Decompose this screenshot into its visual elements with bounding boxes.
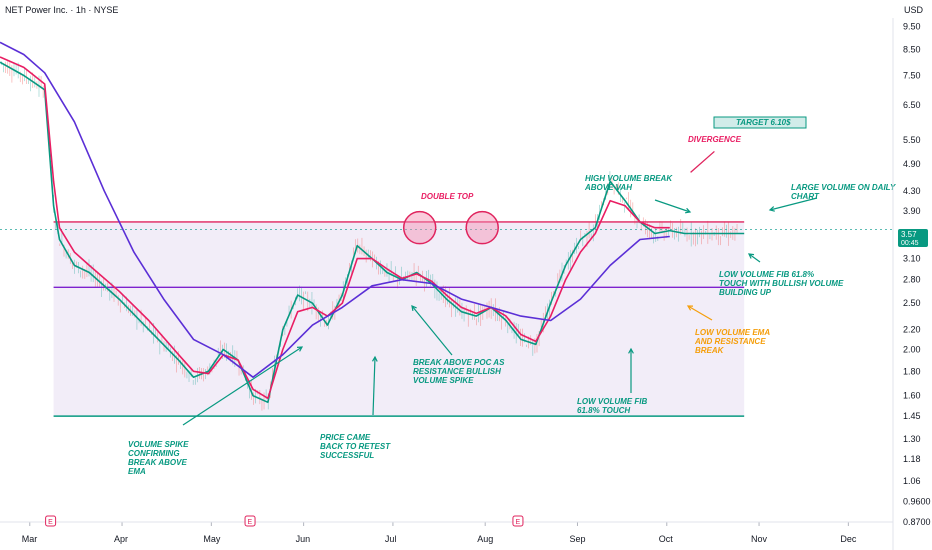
- target-box: [713, 116, 807, 129]
- bar-countdown: 00:45: [901, 240, 919, 247]
- last-price-value: 3.57: [901, 230, 917, 239]
- y-tick-label: 7.50: [903, 71, 921, 81]
- x-axis[interactable]: Mar Apr May Jun Jul Aug Sep Oct Nov Dec E E E: [0, 515, 893, 544]
- y-tick-label: 2.50: [903, 298, 921, 308]
- x-tick-label: May: [203, 534, 221, 544]
- x-tick-label: Mar: [22, 534, 38, 544]
- volume-spike-annotation: BREAK ABOVE: [128, 458, 187, 467]
- low-volume-fib-annotation: LOW VOLUME FIB: [577, 397, 647, 406]
- series-layer: [0, 41, 745, 404]
- volume-spike-annotation: CONFIRMING: [128, 449, 180, 458]
- currency-label: USD: [904, 5, 924, 15]
- poc-break-arrow: [411, 305, 453, 356]
- y-tick-label: 1.30: [903, 434, 921, 444]
- trading-range-zone: [53, 221, 745, 417]
- double-top-annotation: DOUBLE TOP: [421, 192, 474, 201]
- ema-break-arrow: [686, 305, 713, 321]
- x-tick-label: Sep: [569, 534, 585, 544]
- candles-layer: [1, 60, 738, 411]
- annotation-shapes-layer: [182, 150, 818, 426]
- low-volume-fib-annotation: 61.8% TOUCH: [577, 406, 630, 415]
- break-above-poc-annotation: RESISTANCE BULLISH: [413, 367, 501, 376]
- chart-title: NET Power Inc. · 1h · NYSE: [5, 5, 118, 15]
- y-tick-label: 1.60: [903, 391, 921, 401]
- break-above-poc-annotation: VOLUME SPIKE: [413, 376, 474, 385]
- vah-break-arrow: [654, 199, 692, 214]
- range-zone-layer: [53, 221, 745, 417]
- svg-text:E: E: [48, 519, 53, 526]
- double-top-circle: [465, 210, 499, 245]
- large-volume-arrow: [768, 197, 818, 212]
- y-tick-label: 4.90: [903, 159, 921, 169]
- last-price-badge: 3.57 00:45: [898, 229, 928, 247]
- x-tick-label: Jun: [296, 534, 311, 544]
- large-volume-annotation: CHART: [791, 192, 820, 201]
- double-top-circle: [402, 210, 437, 245]
- x-tick-label: Nov: [751, 534, 768, 544]
- y-tick-label: 1.80: [903, 366, 921, 376]
- y-tick-label: 2.00: [903, 344, 921, 354]
- low-volume-fib-bullish-annotation: LOW VOLUME FIB 61.8%: [719, 270, 814, 279]
- y-tick-label: 1.45: [903, 411, 921, 421]
- earnings-marker[interactable]: E: [45, 515, 57, 527]
- svg-text:E: E: [248, 519, 253, 526]
- x-tick-label: Oct: [659, 534, 674, 544]
- y-tick-label: 0.8700: [903, 517, 931, 527]
- levels-layer: [0, 221, 893, 417]
- x-tick-label: Dec: [840, 534, 857, 544]
- svg-text:E: E: [515, 519, 520, 526]
- y-tick-label: 1.06: [903, 476, 921, 486]
- y-tick-label: 4.30: [903, 186, 921, 196]
- target-annotation: TARGET 6.10$: [736, 118, 791, 127]
- earnings-marker[interactable]: E: [244, 515, 256, 527]
- earnings-marker[interactable]: E: [512, 515, 524, 527]
- y-tick-label: 2.80: [903, 275, 921, 285]
- y-tick-label: 8.50: [903, 45, 921, 55]
- price-retest-annotation: PRICE CAME: [320, 433, 371, 442]
- ema-fast-line: [0, 61, 745, 404]
- volume-spike-annotation: EMA: [128, 467, 146, 476]
- x-tick-label: Aug: [477, 534, 493, 544]
- low-volume-fib-bullish-annotation: TOUCH WITH BULLISH VOLUME: [719, 279, 844, 288]
- large-volume-annotation: LARGE VOLUME ON DAILY: [791, 183, 896, 192]
- low-volume-ema-annotation: BREAK: [695, 346, 725, 355]
- volume-spike-annotation: VOLUME SPIKE: [128, 440, 189, 449]
- y-tick-label: 3.90: [903, 206, 921, 216]
- y-tick-label: 1.18: [903, 454, 921, 464]
- y-tick-label: 3.10: [903, 254, 921, 264]
- y-tick-label: 5.50: [903, 135, 921, 145]
- retest-arrow: [371, 355, 378, 416]
- y-tick-label: 9.50: [903, 22, 921, 32]
- y-tick-label: 6.50: [903, 100, 921, 110]
- volume-spike-arrow: [182, 346, 304, 426]
- low-volume-ema-annotation: LOW VOLUME EMA: [695, 328, 770, 337]
- fib-touch-arrow: [628, 347, 634, 393]
- divergence-line: [690, 150, 715, 173]
- price-retest-annotation: BACK TO RETEST: [320, 442, 391, 451]
- high-volume-break-annotation: ABOVE VAH: [584, 183, 632, 192]
- low-volume-fib-bullish-annotation: BUILDING UP: [719, 288, 772, 297]
- price-retest-annotation: SUCCESSFUL: [320, 451, 374, 460]
- divergence-annotation: DIVERGENCE: [688, 135, 742, 144]
- high-volume-break-annotation: HIGH VOLUME BREAK: [585, 174, 673, 183]
- x-tick-label: Apr: [114, 534, 128, 544]
- ema-mid-line: [0, 56, 670, 400]
- y-tick-label: 2.20: [903, 325, 921, 335]
- y-tick-label: 0.9600: [903, 497, 931, 507]
- ema-slow-line: [0, 41, 670, 379]
- annotations-layer: TARGET 6.10$ DIVERGENCE DOUBLE TOP HIGH VOL…: [128, 116, 896, 476]
- bullish-volume-arrow: [747, 253, 761, 263]
- break-above-poc-annotation: BREAK ABOVE POC AS: [413, 358, 505, 367]
- low-volume-ema-annotation: AND RESISTANCE: [694, 337, 766, 346]
- x-tick-label: Jul: [385, 534, 397, 544]
